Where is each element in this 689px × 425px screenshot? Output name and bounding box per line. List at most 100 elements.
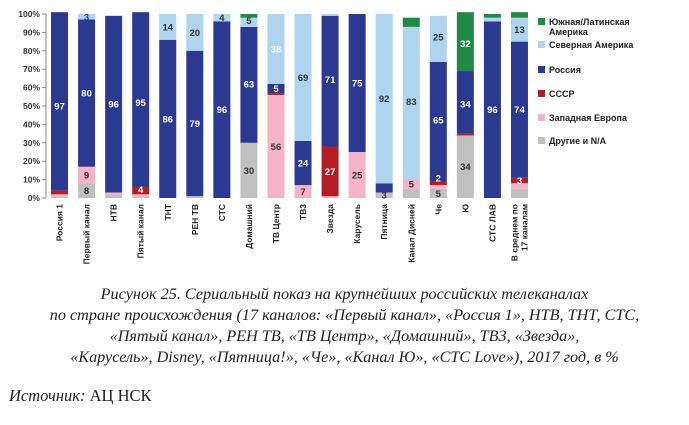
bar-segment [510,17,528,42]
x-tick-label: Звезда [325,204,335,234]
legend-label: Россия [549,65,581,75]
data-label: 5 [273,84,279,95]
bar-segment [267,94,285,198]
x-tick-label: НТВ [109,204,119,221]
data-label: 5 [436,189,442,200]
data-label: 83 [406,97,417,108]
x-tick-label: Пятница [379,204,389,240]
bar-segment [510,188,528,198]
figure-caption-line-2: по стране происхождения (17 каналов: «Пе… [49,306,640,324]
bar-segment [240,14,258,18]
source-label: Источник: [9,386,86,405]
bar-segment [159,14,177,40]
y-tick-label: 70% [23,64,40,74]
bar-segment [429,61,447,182]
bar-segment [456,133,474,136]
bar-segment [132,186,150,195]
bar-segment [105,194,123,198]
bar-segment [78,166,96,184]
x-tick-label: ТВ3 [298,204,308,220]
bar-segment [375,14,393,184]
bar-segment [456,71,474,134]
bar-segment [51,12,69,191]
figure-caption-line-1: Рисунок 25. Сериальный показ на крупнейш… [100,285,589,303]
data-label: 74 [514,105,525,116]
data-label: 96 [487,105,498,116]
legend-label: СССР [549,89,575,99]
bar-segment [51,190,69,195]
y-tick-label: 90% [23,27,40,37]
data-label: 24 [298,159,309,170]
y-tick-label: 30% [23,138,40,148]
bar-segment [186,14,204,51]
data-label: 14 [162,22,173,33]
data-label: 3 [517,176,522,187]
bar-segment [321,146,339,197]
data-label: 5 [409,180,415,191]
bar-segment [510,177,528,184]
bar-segment [267,93,285,95]
y-tick-label: 80% [23,46,40,56]
data-label: 86 [162,114,173,125]
bar-segment [186,196,204,198]
data-label: 30 [244,166,255,177]
x-tick-label: Первый канал [82,204,92,264]
bar-segment [240,17,258,27]
x-tick-label: Карусель [352,204,362,244]
data-label: 79 [190,119,201,130]
bar-segment [213,21,231,198]
bar-segment [429,188,447,198]
legend-label: Южная/Латинская [549,17,630,27]
data-label: 80 [81,89,92,100]
bar-segment [132,196,150,198]
legend-label: Западная Европа [549,113,628,123]
data-label: 34 [460,100,471,111]
bar-segment [186,50,204,197]
data-label: 97 [54,102,65,113]
stacked-bar-chart: 0% 10% 20% 30% 40% 50% 60% 70% 80% 90% 100% Россия … [18,9,634,264]
data-label: 96 [108,100,119,111]
x-tick-label: 17 каналам [519,204,529,251]
x-tick-label: Ю [460,204,470,213]
bar-segment [267,14,285,84]
x-tick-label: СТС [217,204,227,221]
data-label: 71 [325,75,336,86]
data-label: 20 [190,28,201,39]
data-label: 65 [433,115,444,126]
bar-segment [456,12,474,72]
x-tick-label: Россия 1 [55,204,65,242]
bar-segment [105,192,123,195]
bar-segment [78,183,96,198]
bar-segment [105,15,123,193]
data-label: 25 [433,33,444,44]
x-tick-label: Че [433,204,443,215]
data-label: 3 [84,12,89,23]
legend-label: Северная Америка [549,40,634,50]
legend-label: Другие и N/A [549,136,607,146]
bar-segment [429,15,447,62]
legend-swatch [538,66,545,73]
data-label: 27 [325,167,336,178]
bar-segment [510,12,528,18]
x-tick-label: ТНТ [163,203,173,220]
data-label: 7 [300,187,305,198]
x-tick-label: РЕН ТВ [190,204,200,235]
legend-swatch [538,90,545,97]
bar-segment [510,183,528,189]
bar-segment [321,196,339,198]
bar-segment [78,14,96,20]
data-label: 2 [436,173,441,184]
bar-segment [402,179,420,189]
bar-segment [132,12,150,187]
bar-segment [375,192,393,198]
bar-segment [483,21,501,198]
data-label: 9 [84,171,89,182]
x-tick-label: ТВ Центр [271,204,281,243]
source-value: АЦ НСК [89,386,152,405]
bar-segment [348,152,366,198]
legend-swatch [538,137,545,144]
bar-segment [240,26,258,143]
bar-segment [267,83,285,94]
bar-segment [159,39,177,199]
bar-segment [483,14,501,18]
